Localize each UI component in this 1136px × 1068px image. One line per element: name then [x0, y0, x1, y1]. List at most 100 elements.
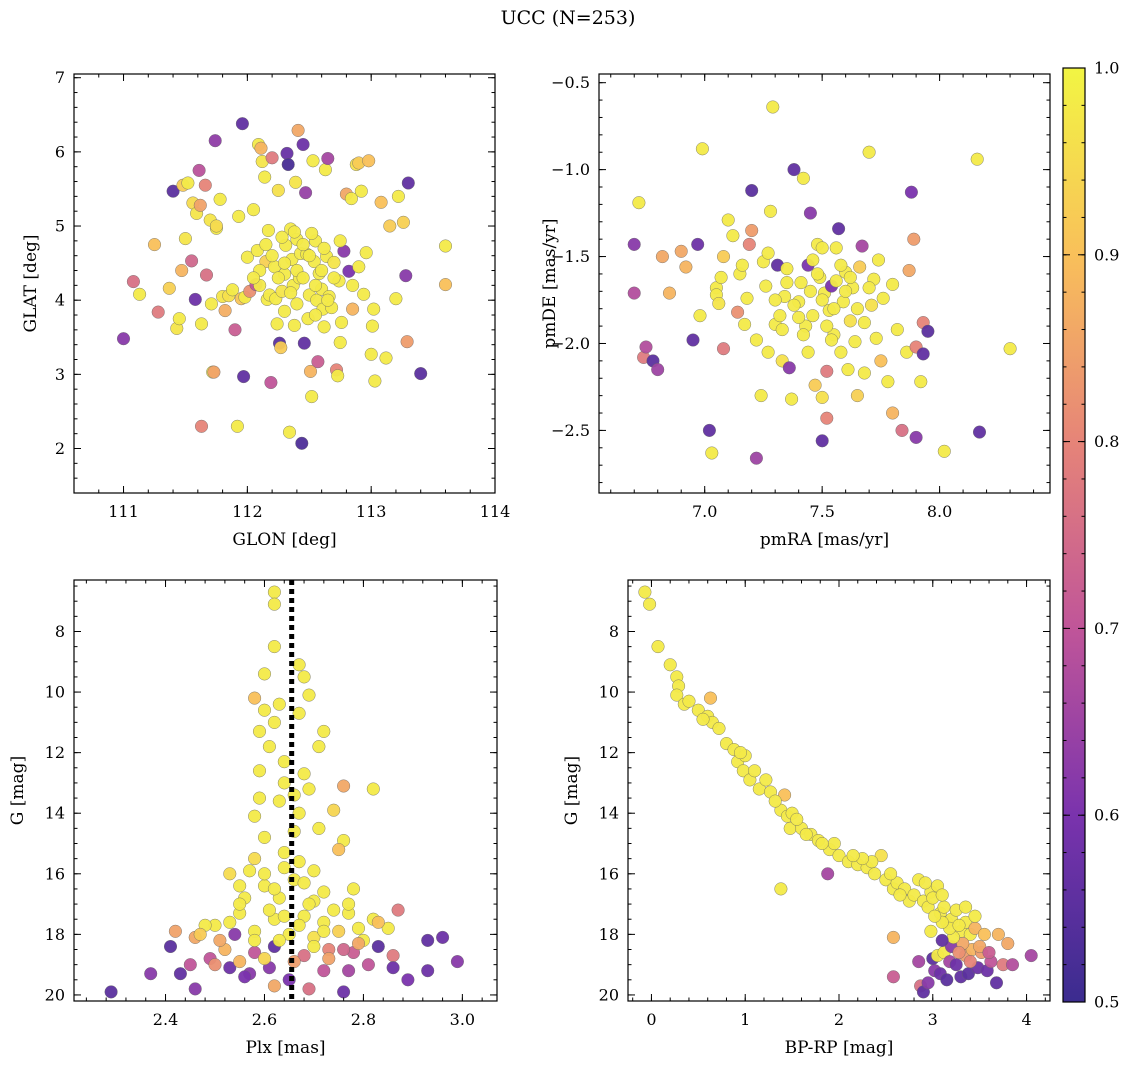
data-point	[238, 970, 252, 984]
y-tick-label: −0.5	[551, 73, 590, 92]
data-point	[935, 933, 949, 947]
data-point	[281, 157, 295, 171]
data-point	[834, 258, 848, 272]
data-point	[973, 425, 987, 439]
data-point	[284, 286, 298, 300]
scatter-points	[116, 117, 453, 450]
y-tick-label: 7	[55, 68, 65, 87]
data-point	[794, 276, 808, 290]
data-point	[973, 940, 987, 954]
data-point	[258, 170, 272, 184]
data-point	[299, 186, 313, 200]
data-point	[335, 315, 349, 329]
data-point	[223, 961, 237, 975]
data-point	[702, 423, 716, 437]
data-point	[386, 949, 400, 963]
scatter-points	[638, 585, 1038, 999]
y-tick-label: 20	[45, 985, 65, 1004]
data-point	[327, 271, 341, 285]
data-point	[759, 773, 773, 787]
data-point	[243, 864, 257, 878]
data-point	[194, 419, 208, 433]
data-point	[342, 964, 356, 978]
data-point	[768, 794, 782, 808]
data-point	[198, 178, 212, 192]
data-point	[414, 367, 428, 381]
data-point	[717, 342, 731, 356]
data-point	[761, 246, 775, 260]
data-point	[735, 258, 749, 272]
data-point	[853, 260, 867, 274]
data-point	[782, 361, 796, 375]
data-point	[827, 837, 841, 851]
data-point	[178, 232, 192, 246]
data-point	[258, 952, 272, 966]
data-point	[884, 867, 898, 881]
data-point	[267, 715, 281, 729]
data-point	[712, 721, 726, 735]
y-tick-label: 3	[55, 365, 65, 384]
data-point	[386, 961, 400, 975]
y-tick-label: 4	[55, 291, 65, 310]
data-point	[990, 976, 1004, 990]
data-point	[401, 176, 415, 190]
data-point	[803, 206, 817, 220]
data-point	[815, 390, 829, 404]
y-tick-label: 16	[45, 864, 65, 883]
data-point	[639, 340, 653, 354]
data-point	[949, 958, 963, 972]
data-point	[240, 250, 254, 264]
data-point	[632, 196, 646, 210]
data-point	[400, 335, 414, 349]
data-point	[297, 876, 311, 890]
data-point	[309, 308, 323, 322]
data-point	[275, 230, 289, 244]
colorbar-tick-label: 0.5	[1094, 993, 1119, 1012]
data-point	[175, 264, 189, 278]
data-point	[193, 198, 207, 212]
data-point	[188, 982, 202, 996]
data-point	[886, 406, 900, 420]
data-point	[1001, 937, 1015, 951]
data-point	[352, 937, 366, 951]
data-point	[337, 943, 351, 957]
data-point	[312, 821, 326, 835]
data-point	[841, 363, 855, 377]
data-point	[874, 354, 888, 368]
data-point	[872, 253, 886, 267]
data-point	[172, 312, 186, 326]
x-tick-label: 2.8	[351, 1010, 376, 1029]
data-point	[829, 274, 843, 288]
data-point	[904, 185, 918, 199]
data-point	[223, 867, 237, 881]
data-point	[815, 293, 829, 307]
data-point	[204, 297, 218, 311]
data-point	[907, 232, 921, 246]
data-point	[292, 806, 306, 820]
data-point	[787, 163, 801, 177]
data-point	[252, 791, 266, 805]
data-point	[391, 189, 405, 203]
data-point	[846, 849, 860, 863]
data-point	[265, 151, 279, 165]
y-tick-label: 20	[599, 985, 619, 1004]
data-point	[246, 203, 260, 217]
data-point	[952, 918, 966, 932]
data-point	[674, 244, 688, 258]
data-point	[246, 271, 260, 285]
data-point	[237, 370, 251, 384]
data-point	[924, 924, 938, 938]
panel-bottom-left: 2.4 2.6 2.8 3.0 8 10 12 14 16 18 20 Plx [mas] G [mag…	[8, 579, 498, 1058]
data-point	[374, 195, 388, 209]
axes-frame	[598, 73, 1051, 494]
data-point	[843, 314, 857, 328]
data-point	[230, 419, 244, 433]
data-point	[277, 755, 291, 769]
y-tick-label: 12	[45, 743, 65, 762]
data-point	[968, 909, 982, 923]
data-point	[868, 867, 882, 881]
data-point	[764, 204, 778, 218]
data-point	[302, 249, 316, 263]
x-tick-label: 2.4	[153, 1010, 178, 1029]
data-point	[857, 316, 871, 330]
